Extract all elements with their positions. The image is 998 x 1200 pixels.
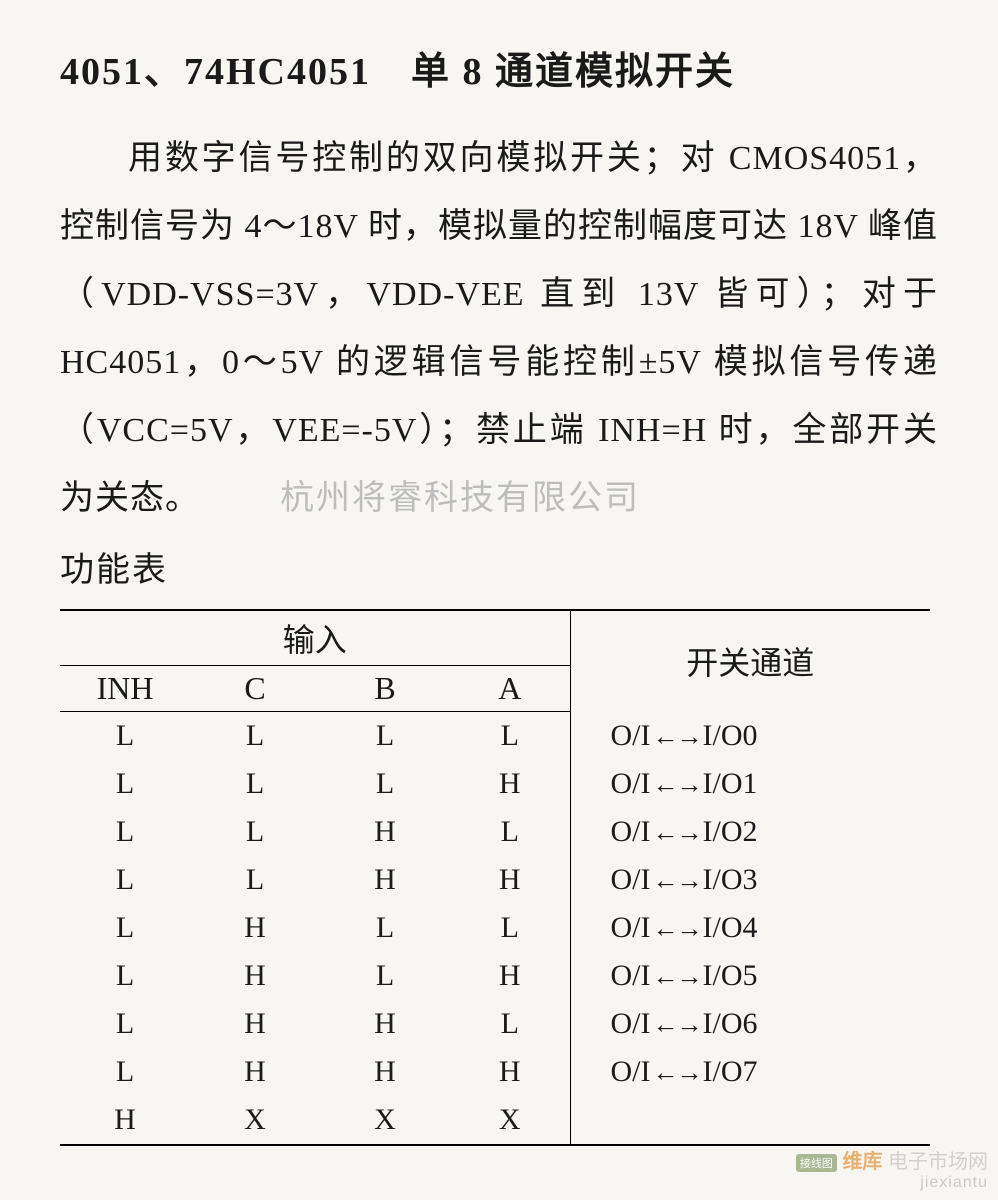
table-cell: H xyxy=(450,952,570,1000)
table-cell: L xyxy=(60,904,190,952)
watermark-badge: 接线图 xyxy=(796,1154,837,1172)
table-cell-output: O/I←→I/O0 xyxy=(570,712,930,761)
table-cell: H xyxy=(320,856,450,904)
table-cell: L xyxy=(320,952,450,1000)
table-cell: L xyxy=(450,904,570,952)
table-cell: L xyxy=(190,760,320,808)
table-cell: L xyxy=(450,712,570,761)
table-header-output: 开关通道 xyxy=(570,610,930,712)
table-col-a: A xyxy=(450,666,570,712)
table-cell: H xyxy=(190,952,320,1000)
table-cell: L xyxy=(60,808,190,856)
table-row: LHLLO/I←→I/O4 xyxy=(60,904,930,952)
table-row: LLHLO/I←→I/O2 xyxy=(60,808,930,856)
table-cell: L xyxy=(60,952,190,1000)
table-cell: L xyxy=(60,1000,190,1048)
table-row: LHHLO/I←→I/O6 xyxy=(60,1000,930,1048)
table-cell: H xyxy=(320,1000,450,1048)
table-cell: H xyxy=(190,1048,320,1096)
table-cell: X xyxy=(190,1096,320,1145)
table-cell: L xyxy=(320,712,450,761)
table-cell-output: O/I←→I/O3 xyxy=(570,856,930,904)
table-cell-output: O/I←→I/O6 xyxy=(570,1000,930,1048)
table-cell: H xyxy=(320,808,450,856)
table-cell: L xyxy=(450,1000,570,1048)
table-cell-output: O/I←→I/O2 xyxy=(570,808,930,856)
table-cell: H xyxy=(450,760,570,808)
table-cell: H xyxy=(450,856,570,904)
table-cell: X xyxy=(320,1096,450,1145)
table-cell-output: O/I←→I/O4 xyxy=(570,904,930,952)
table-cell: L xyxy=(60,1048,190,1096)
table-cell-output: O/I←→I/O1 xyxy=(570,760,930,808)
table-col-c: C xyxy=(190,666,320,712)
table-cell: L xyxy=(320,760,450,808)
table-cell: H xyxy=(190,1000,320,1048)
table-cell: L xyxy=(320,904,450,952)
table-cell: X xyxy=(450,1096,570,1145)
table-row: LHLHO/I←→I/O5 xyxy=(60,952,930,1000)
watermark-bottom: 接线图 维库 电子市场网 jiexiantu xyxy=(796,1145,988,1192)
table-cell: L xyxy=(450,808,570,856)
table-cell-output xyxy=(570,1096,930,1145)
watermark-line2: jiexiantu xyxy=(796,1174,988,1192)
table-col-inh: INH xyxy=(60,666,190,712)
table-cell: H xyxy=(450,1048,570,1096)
table-cell: H xyxy=(190,904,320,952)
table-cell-output: O/I←→I/O7 xyxy=(570,1048,930,1096)
table-cell-output: O/I←→I/O5 xyxy=(570,952,930,1000)
table-caption: 功能表 xyxy=(60,537,938,605)
table-row: LLHHO/I←→I/O3 xyxy=(60,856,930,904)
table-col-b: B xyxy=(320,666,450,712)
table-cell: L xyxy=(60,760,190,808)
description-paragraph: 用数字信号控制的双向模拟开关；对 CMOS4051，控制信号为 4～18V 时，… xyxy=(60,125,938,533)
table-cell: L xyxy=(190,856,320,904)
table-cell: L xyxy=(60,712,190,761)
table-cell: L xyxy=(190,808,320,856)
function-table: 输入 开关通道 INH C B A LLLLO/I←→I/O0LLLHO/I←→… xyxy=(60,609,930,1146)
table-header-input: 输入 xyxy=(60,610,570,666)
page-title: 4051、74HC4051 单 8 通道模拟开关 xyxy=(60,40,938,95)
table-cell: H xyxy=(320,1048,450,1096)
watermark-line1b: 电子市场网 xyxy=(882,1151,988,1173)
watermark-line1a: 维库 xyxy=(842,1151,882,1173)
table-row: LLLLO/I←→I/O0 xyxy=(60,712,930,761)
table-cell: L xyxy=(190,712,320,761)
table-row: HXXX xyxy=(60,1096,930,1145)
table-cell: H xyxy=(60,1096,190,1145)
table-row: LHHHO/I←→I/O7 xyxy=(60,1048,930,1096)
table-row: LLLHO/I←→I/O1 xyxy=(60,760,930,808)
table-cell: L xyxy=(60,856,190,904)
